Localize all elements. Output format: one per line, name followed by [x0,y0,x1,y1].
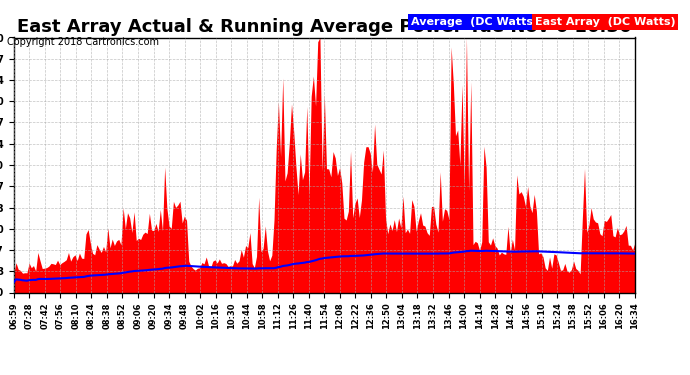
Text: Copyright 2018 Cartronics.com: Copyright 2018 Cartronics.com [7,37,159,47]
Text: Average  (DC Watts): Average (DC Watts) [411,17,538,27]
Text: East Array  (DC Watts): East Array (DC Watts) [535,17,676,27]
Title: East Array Actual & Running Average Power Tue Nov 6 16:36: East Array Actual & Running Average Powe… [17,18,631,36]
